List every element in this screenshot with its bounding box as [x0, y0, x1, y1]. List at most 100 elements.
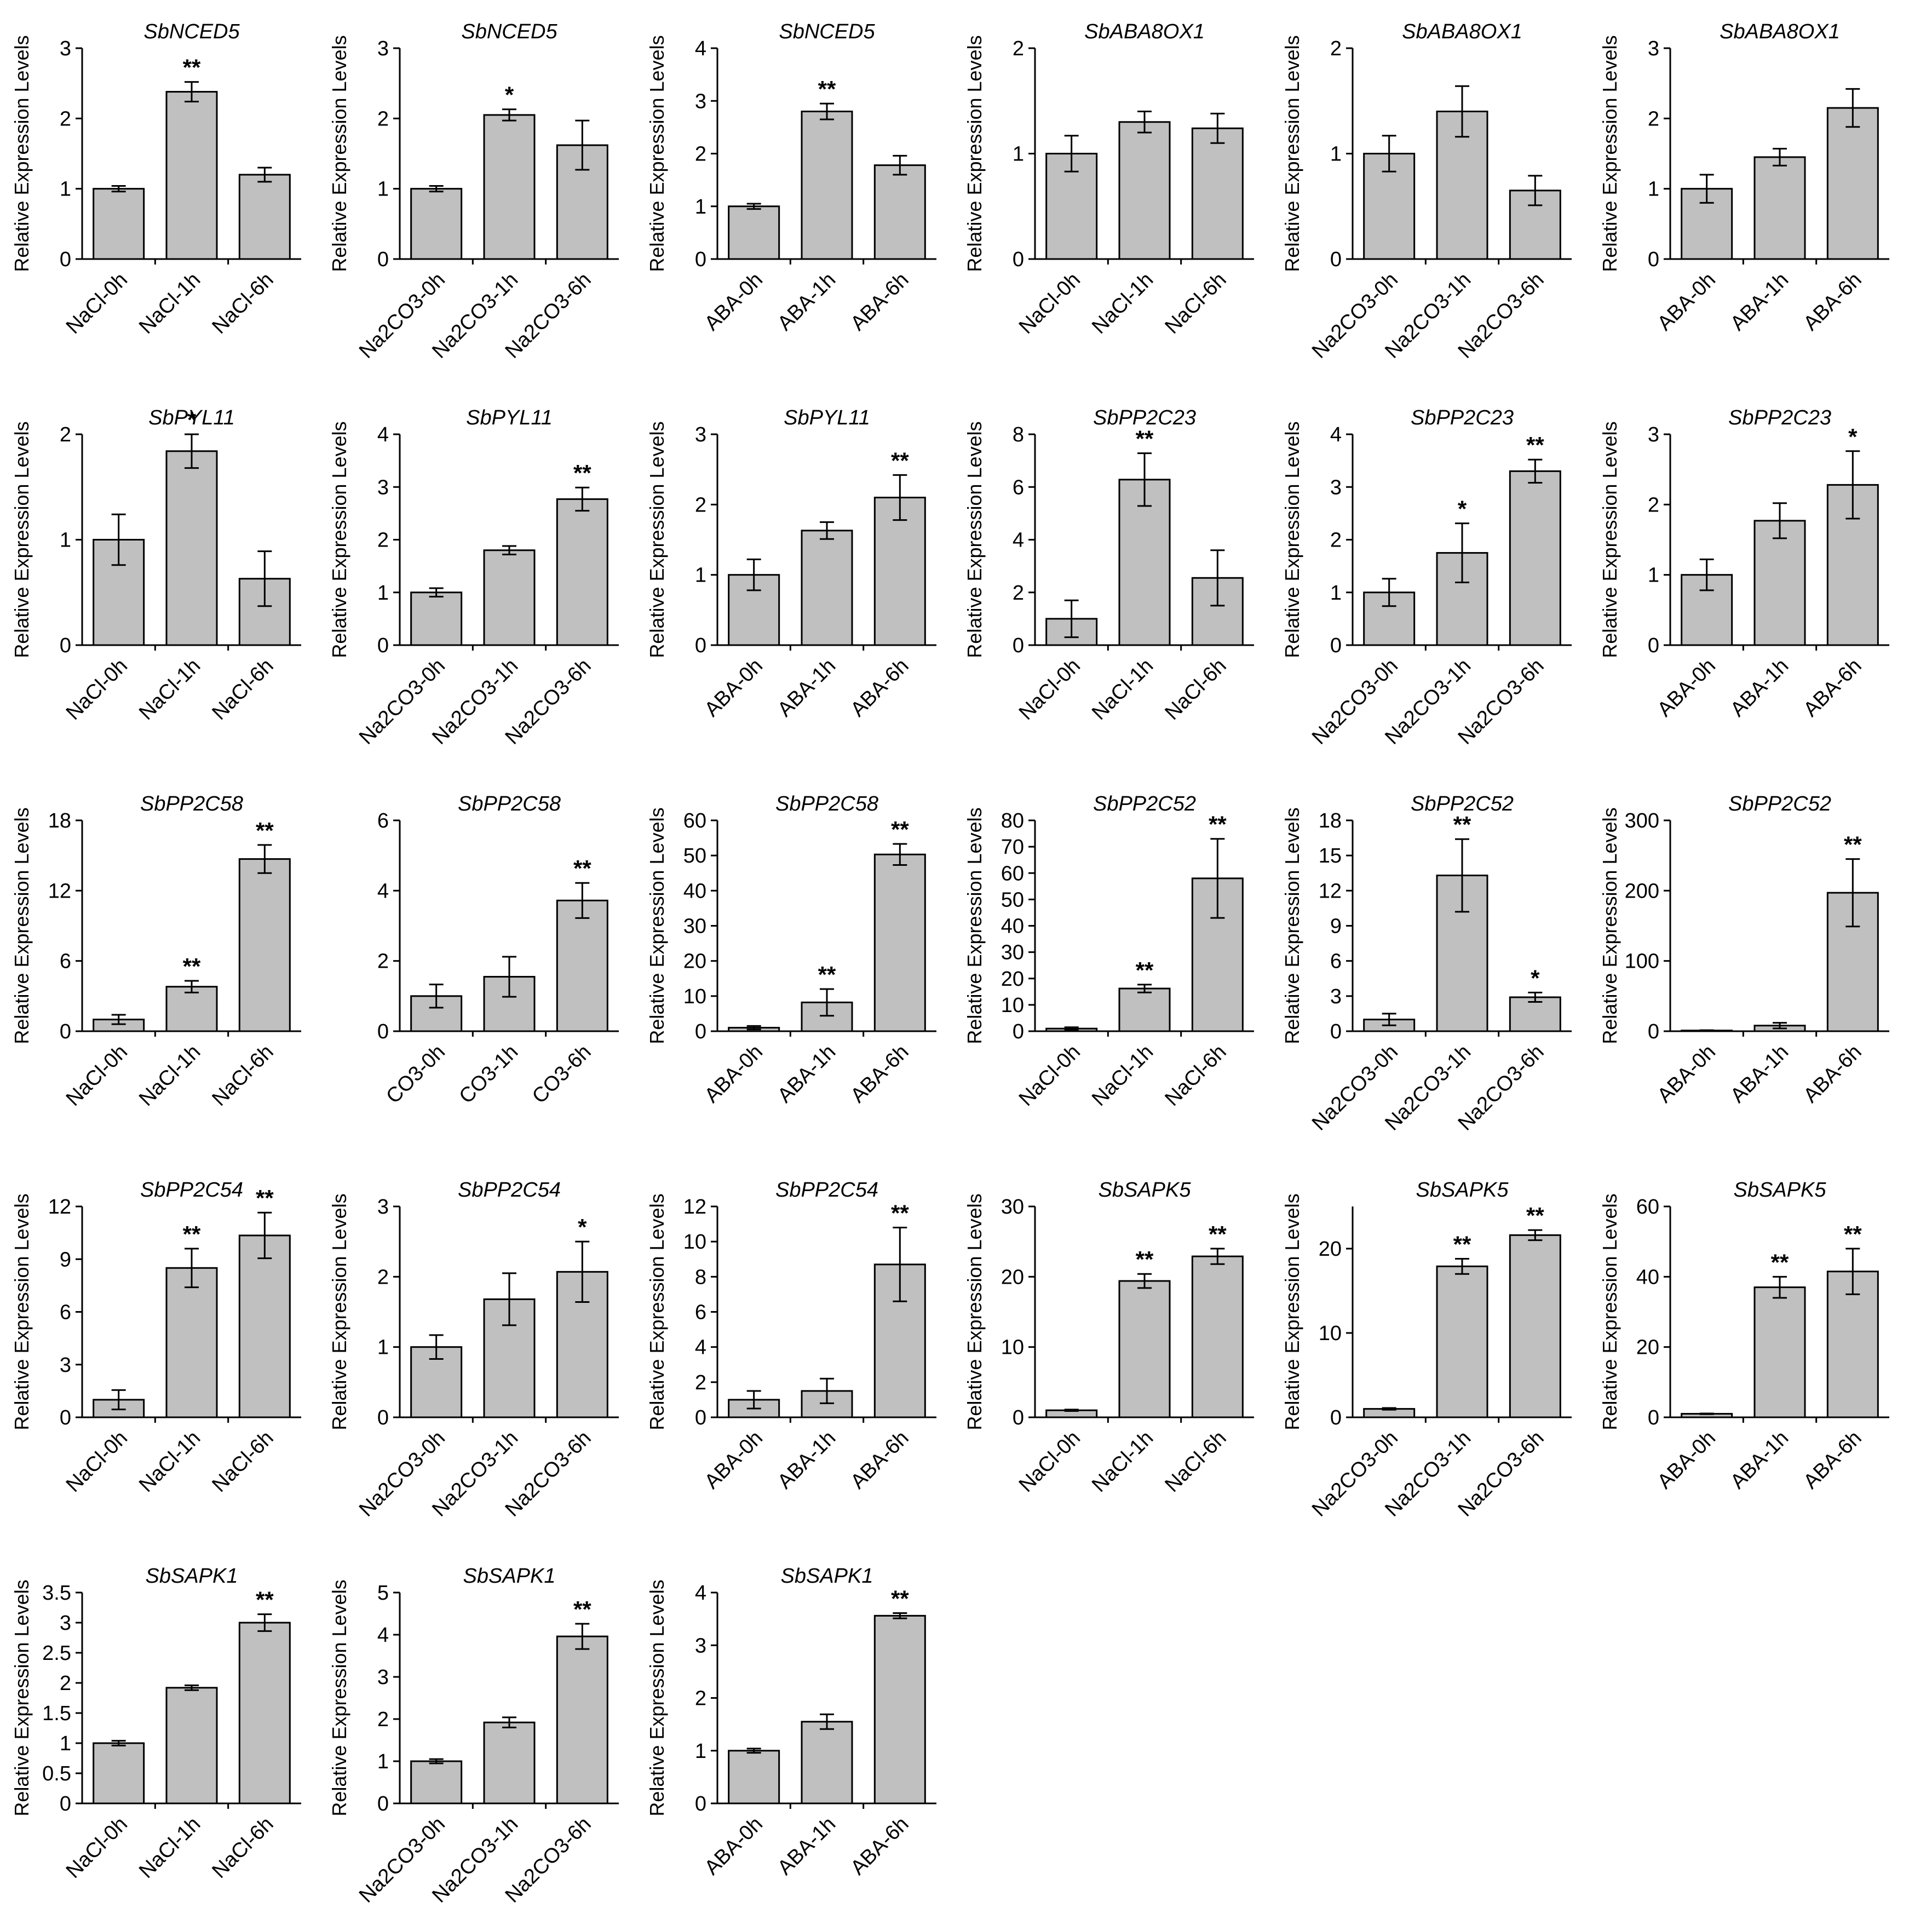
y-axis-label: Relative Expression Levels	[1599, 35, 1621, 272]
x-category-label: ABA-6h	[1799, 1041, 1866, 1107]
y-tick-label: 2	[1330, 529, 1342, 552]
y-tick-label: 3	[377, 476, 389, 499]
chart-title: SbSAPK1	[781, 1565, 873, 1588]
chart-panel: SbSAPK1 Relative Expression Levels 0 0.5 1 1.…	[10, 1565, 301, 1883]
y-tick-label: 6	[1330, 950, 1342, 973]
y-tick-label: 0	[1330, 634, 1342, 657]
significance-label: **	[818, 76, 836, 102]
x-category-label: ABA-0h	[700, 268, 767, 335]
y-tick-label: 2	[60, 1672, 71, 1695]
y-axis-label: Relative Expression Levels	[10, 421, 33, 658]
bar	[165, 450, 218, 646]
y-tick-label: 2.5	[42, 1642, 71, 1665]
y-tick-label: 1	[1648, 564, 1659, 587]
chart-title: SbPP2C23	[1728, 406, 1831, 429]
y-tick-label: 0	[1648, 1406, 1659, 1429]
bar	[1191, 127, 1244, 260]
y-tick-label: 2	[1648, 493, 1659, 516]
chart-panel: SbPP2C52 Relative Expression Levels 0 3 6 9 12…	[1281, 792, 1572, 1135]
y-tick-label: 4	[1013, 529, 1024, 552]
y-tick-label: 2	[60, 107, 71, 130]
y-axis-label: Relative Expression Levels	[10, 1579, 33, 1816]
y-tick-label: 0	[1330, 248, 1342, 271]
y-tick-label: 0	[1330, 1020, 1342, 1043]
y-tick-label: 3	[1648, 423, 1659, 446]
y-tick-label: 2	[1648, 107, 1659, 130]
chart-panel: SbPP2C23 Relative Expression Levels 0 2 4 6 8 N…	[963, 406, 1254, 725]
x-category-label: ABA-6h	[846, 1041, 913, 1107]
y-tick-label: 3	[695, 1634, 706, 1657]
y-tick-label: 4	[695, 1336, 706, 1359]
y-tick-label: 3	[377, 37, 389, 60]
significance-label: **	[1844, 832, 1862, 858]
y-tick-label: 1	[60, 1732, 71, 1755]
y-axis-label: Relative Expression Levels	[646, 1193, 668, 1430]
bar	[1191, 1255, 1244, 1418]
y-tick-label: 6	[377, 809, 389, 832]
x-category-label: ABA-1h	[1726, 1427, 1793, 1493]
y-tick-label: 0	[695, 1792, 706, 1815]
y-tick-label: 50	[1001, 888, 1024, 911]
chart-panel: SbNCED5 Relative Expression Levels 0 1 2 3 4 AB…	[646, 20, 936, 335]
chart-title: SbPYL11	[466, 406, 553, 429]
significance-label: **	[1526, 432, 1544, 458]
x-category-label: NaCl-6h	[1160, 1427, 1231, 1497]
chart-title: SbPP2C52	[1411, 792, 1514, 815]
y-tick-label: 3	[60, 1354, 71, 1377]
bar	[93, 188, 145, 260]
chart-panel: SbABA8OX1 Relative Expression Levels 0 1 2 Na…	[963, 20, 1254, 338]
y-axis-label: Relative Expression Levels	[963, 421, 986, 658]
y-tick-label: 4	[377, 1624, 389, 1647]
y-tick-label: 1	[1330, 582, 1342, 605]
y-tick-label: 0	[60, 248, 71, 271]
chart-title: SbPP2C52	[1093, 792, 1196, 815]
y-tick-label: 0	[1013, 248, 1024, 271]
y-tick-label: 2	[60, 423, 71, 446]
chart-panel: SbPP2C58 Relative Expression Levels 0 10 20 3…	[646, 792, 936, 1107]
bar	[238, 1234, 291, 1418]
y-tick-label: 0	[695, 1020, 706, 1043]
x-category-label: CO3-6h	[528, 1041, 596, 1108]
x-category-label: ABA-0h	[700, 1813, 767, 1880]
x-category-label: CO3-1h	[455, 1041, 523, 1108]
y-tick-label: 3	[377, 1666, 389, 1689]
y-tick-label: 40	[1636, 1266, 1659, 1289]
x-category-label: ABA-0h	[1653, 654, 1720, 721]
x-category-label: NaCl-0h	[62, 1813, 132, 1883]
y-tick-label: 0	[695, 248, 706, 271]
chart-title: SbPP2C23	[1411, 406, 1514, 429]
x-category-label: ABA-0h	[1653, 268, 1720, 335]
bar	[165, 91, 218, 260]
y-tick-label: 2	[1330, 37, 1342, 60]
y-tick-label: 20	[1636, 1336, 1659, 1359]
y-tick-label: 60	[1636, 1196, 1659, 1219]
bar	[165, 1687, 218, 1804]
significance-label: **	[183, 953, 201, 979]
y-tick-label: 20	[1001, 1266, 1024, 1289]
y-tick-label: 10	[683, 1231, 706, 1254]
chart-title: SbNCED5	[461, 20, 557, 43]
chart-panel: SbPYL11 Relative Expression Levels 0 1 2 3 ABA…	[646, 406, 936, 721]
x-category-label: NaCl-0h	[62, 654, 132, 725]
chart-title: SbSAPK1	[146, 1565, 238, 1588]
y-tick-label: 1	[695, 1740, 706, 1763]
y-tick-label: 8	[695, 1266, 706, 1289]
x-category-label: ABA-1h	[773, 1813, 840, 1880]
y-axis-label: Relative Expression Levels	[1281, 35, 1303, 272]
bar	[801, 1721, 853, 1804]
y-tick-label: 20	[1319, 1238, 1342, 1261]
x-category-label: NaCl-6h	[208, 268, 278, 338]
chart-panel: SbNCED5 Relative Expression Levels 0 1 2 3 NaC…	[10, 20, 301, 338]
y-tick-label: 0	[377, 248, 389, 271]
y-tick-label: 40	[1001, 915, 1024, 938]
bar	[873, 1614, 926, 1804]
bar	[1118, 479, 1171, 646]
y-tick-label: 30	[683, 915, 706, 938]
y-tick-label: 1	[1330, 143, 1342, 166]
x-category-label: ABA-1h	[1726, 654, 1793, 721]
x-category-label: NaCl-1h	[1088, 1041, 1158, 1111]
chart-title: SbABA8OX1	[1402, 20, 1522, 43]
significance-label: **	[1844, 1221, 1862, 1247]
y-tick-label: 3	[60, 37, 71, 60]
